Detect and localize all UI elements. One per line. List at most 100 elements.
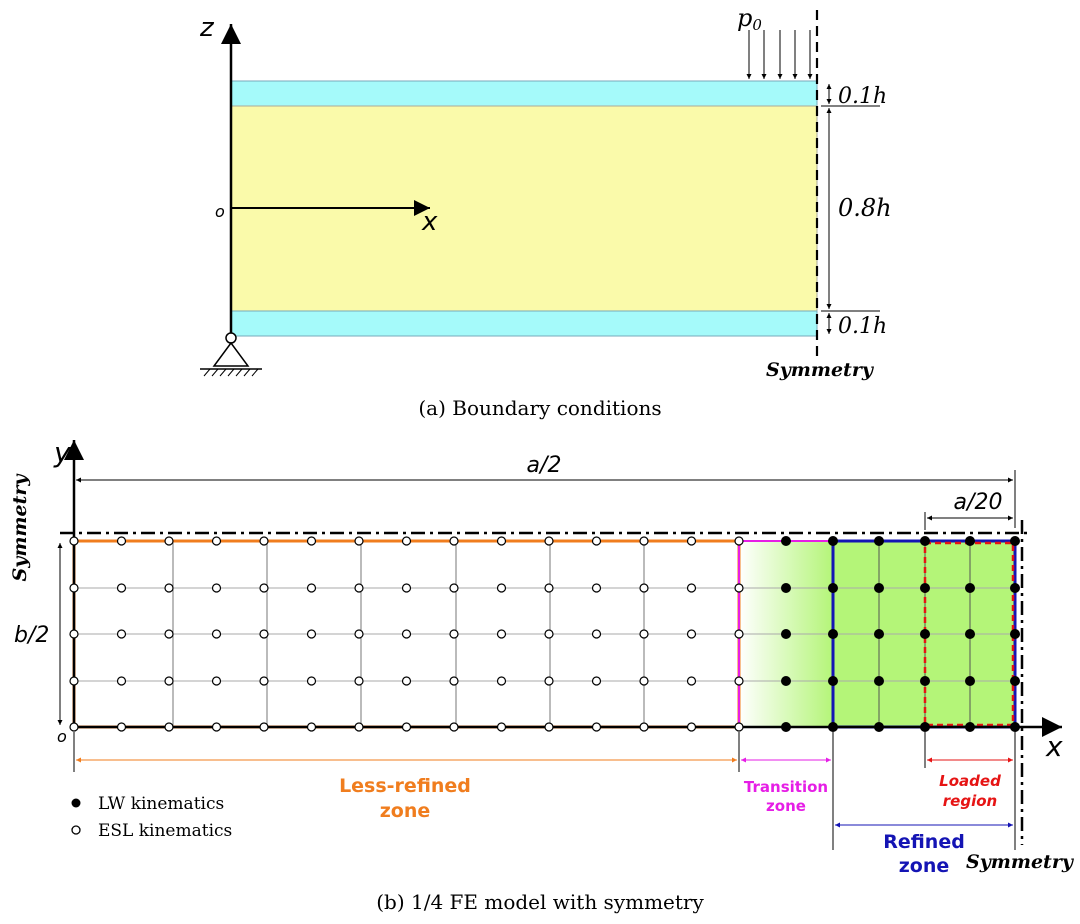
- top-face-sheet: [230, 80, 818, 107]
- lw-node: [874, 676, 884, 686]
- dim-a20-label: a/20: [954, 490, 1003, 515]
- lw-node: [781, 536, 791, 546]
- esl-node: [259, 676, 269, 686]
- esl-node: [259, 629, 269, 639]
- lw-node: [874, 629, 884, 639]
- esl-node: [544, 536, 554, 546]
- symmetry-label-bottom: Symmetry: [966, 851, 1075, 873]
- legend-esl-marker: [71, 825, 81, 835]
- esl-node: [354, 676, 364, 686]
- esl-node: [591, 676, 602, 686]
- legend: LW kinematics ESL kinematics: [71, 794, 232, 841]
- esl-node: [686, 583, 697, 593]
- lw-node: [920, 629, 930, 639]
- lw-node: [965, 583, 975, 593]
- symmetry-label-left: Symmetry: [9, 473, 31, 582]
- lw-node: [781, 629, 791, 639]
- esl-node: [354, 629, 364, 639]
- lw-node: [1010, 722, 1020, 732]
- esl-node: [164, 722, 174, 732]
- esl-node: [639, 536, 649, 546]
- esl-node: [401, 676, 412, 686]
- lw-node: [965, 536, 975, 546]
- lw-node: [828, 629, 838, 639]
- esl-node: [449, 722, 459, 732]
- lw-node: [1010, 629, 1020, 639]
- esl-node: [401, 629, 412, 639]
- esl-node: [686, 536, 697, 546]
- lw-node: [965, 722, 975, 732]
- bottom-face-sheet: [230, 310, 818, 337]
- esl-node: [544, 722, 554, 732]
- lw-node: [874, 722, 884, 732]
- esl-node: [306, 629, 317, 639]
- panel-a: z x o p0 Symmetry 0.: [199, 4, 892, 420]
- esl-node: [639, 676, 649, 686]
- legend-lw-marker: [71, 798, 81, 808]
- symmetry-label-a: Symmetry: [766, 359, 875, 381]
- esl-node: [164, 676, 174, 686]
- esl-node: [354, 722, 364, 732]
- esl-node: [734, 676, 744, 686]
- esl-node: [734, 722, 744, 732]
- lw-node: [920, 583, 930, 593]
- lw-node: [1010, 583, 1020, 593]
- caption-b: (b) 1/4 FE model with symmetry: [376, 890, 704, 914]
- y-axis-label: y: [53, 436, 71, 469]
- esl-node: [69, 722, 79, 732]
- lw-node: [1010, 676, 1020, 686]
- dim-top-label: 0.1h: [838, 84, 887, 109]
- esl-node: [116, 583, 127, 593]
- esl-node: [639, 629, 649, 639]
- esl-node: [401, 722, 412, 732]
- esl-node: [69, 676, 79, 686]
- esl-node: [116, 536, 127, 546]
- lw-node: [781, 583, 791, 593]
- refined-label: Refined zone: [883, 831, 965, 877]
- mesh-nodes: [69, 536, 1020, 732]
- x-axis-label: x: [421, 207, 438, 237]
- esl-node: [69, 629, 79, 639]
- dim-mid-label: 0.8h: [838, 194, 892, 222]
- esl-node: [116, 629, 127, 639]
- transition-label: Transition zone: [744, 778, 828, 815]
- esl-node: [449, 676, 459, 686]
- esl-node: [306, 722, 317, 732]
- esl-node: [496, 536, 507, 546]
- esl-node: [686, 722, 697, 732]
- esl-node: [164, 536, 174, 546]
- lw-node: [874, 583, 884, 593]
- load-label: p0: [737, 4, 762, 34]
- origin-label: o: [215, 202, 225, 221]
- dim-bot-label: 0.1h: [838, 314, 887, 339]
- esl-node: [734, 536, 744, 546]
- lw-node: [828, 676, 838, 686]
- esl-node: [449, 583, 459, 593]
- lw-node: [920, 676, 930, 686]
- lw-node: [1010, 536, 1020, 546]
- esl-node: [116, 676, 127, 686]
- esl-node: [591, 583, 602, 593]
- esl-node: [306, 536, 317, 546]
- caption-a: (a) Boundary conditions: [418, 396, 661, 420]
- esl-node: [211, 583, 222, 593]
- esl-node: [544, 676, 554, 686]
- lw-node: [920, 722, 930, 732]
- lw-node: [965, 676, 975, 686]
- esl-node: [69, 583, 79, 593]
- z-axis-label: z: [199, 13, 215, 43]
- legend-lw-label: LW kinematics: [98, 794, 224, 814]
- esl-node: [259, 722, 269, 732]
- esl-node: [496, 676, 507, 686]
- x-axis-label-b: x: [1045, 730, 1063, 763]
- pinned-support: [200, 332, 262, 377]
- lw-node: [920, 536, 930, 546]
- lw-node: [781, 722, 791, 732]
- esl-node: [449, 536, 459, 546]
- esl-node: [354, 536, 364, 546]
- esl-node: [69, 536, 79, 546]
- esl-node: [164, 583, 174, 593]
- less-refined-label: Less-refined zone: [339, 775, 471, 822]
- esl-node: [401, 583, 412, 593]
